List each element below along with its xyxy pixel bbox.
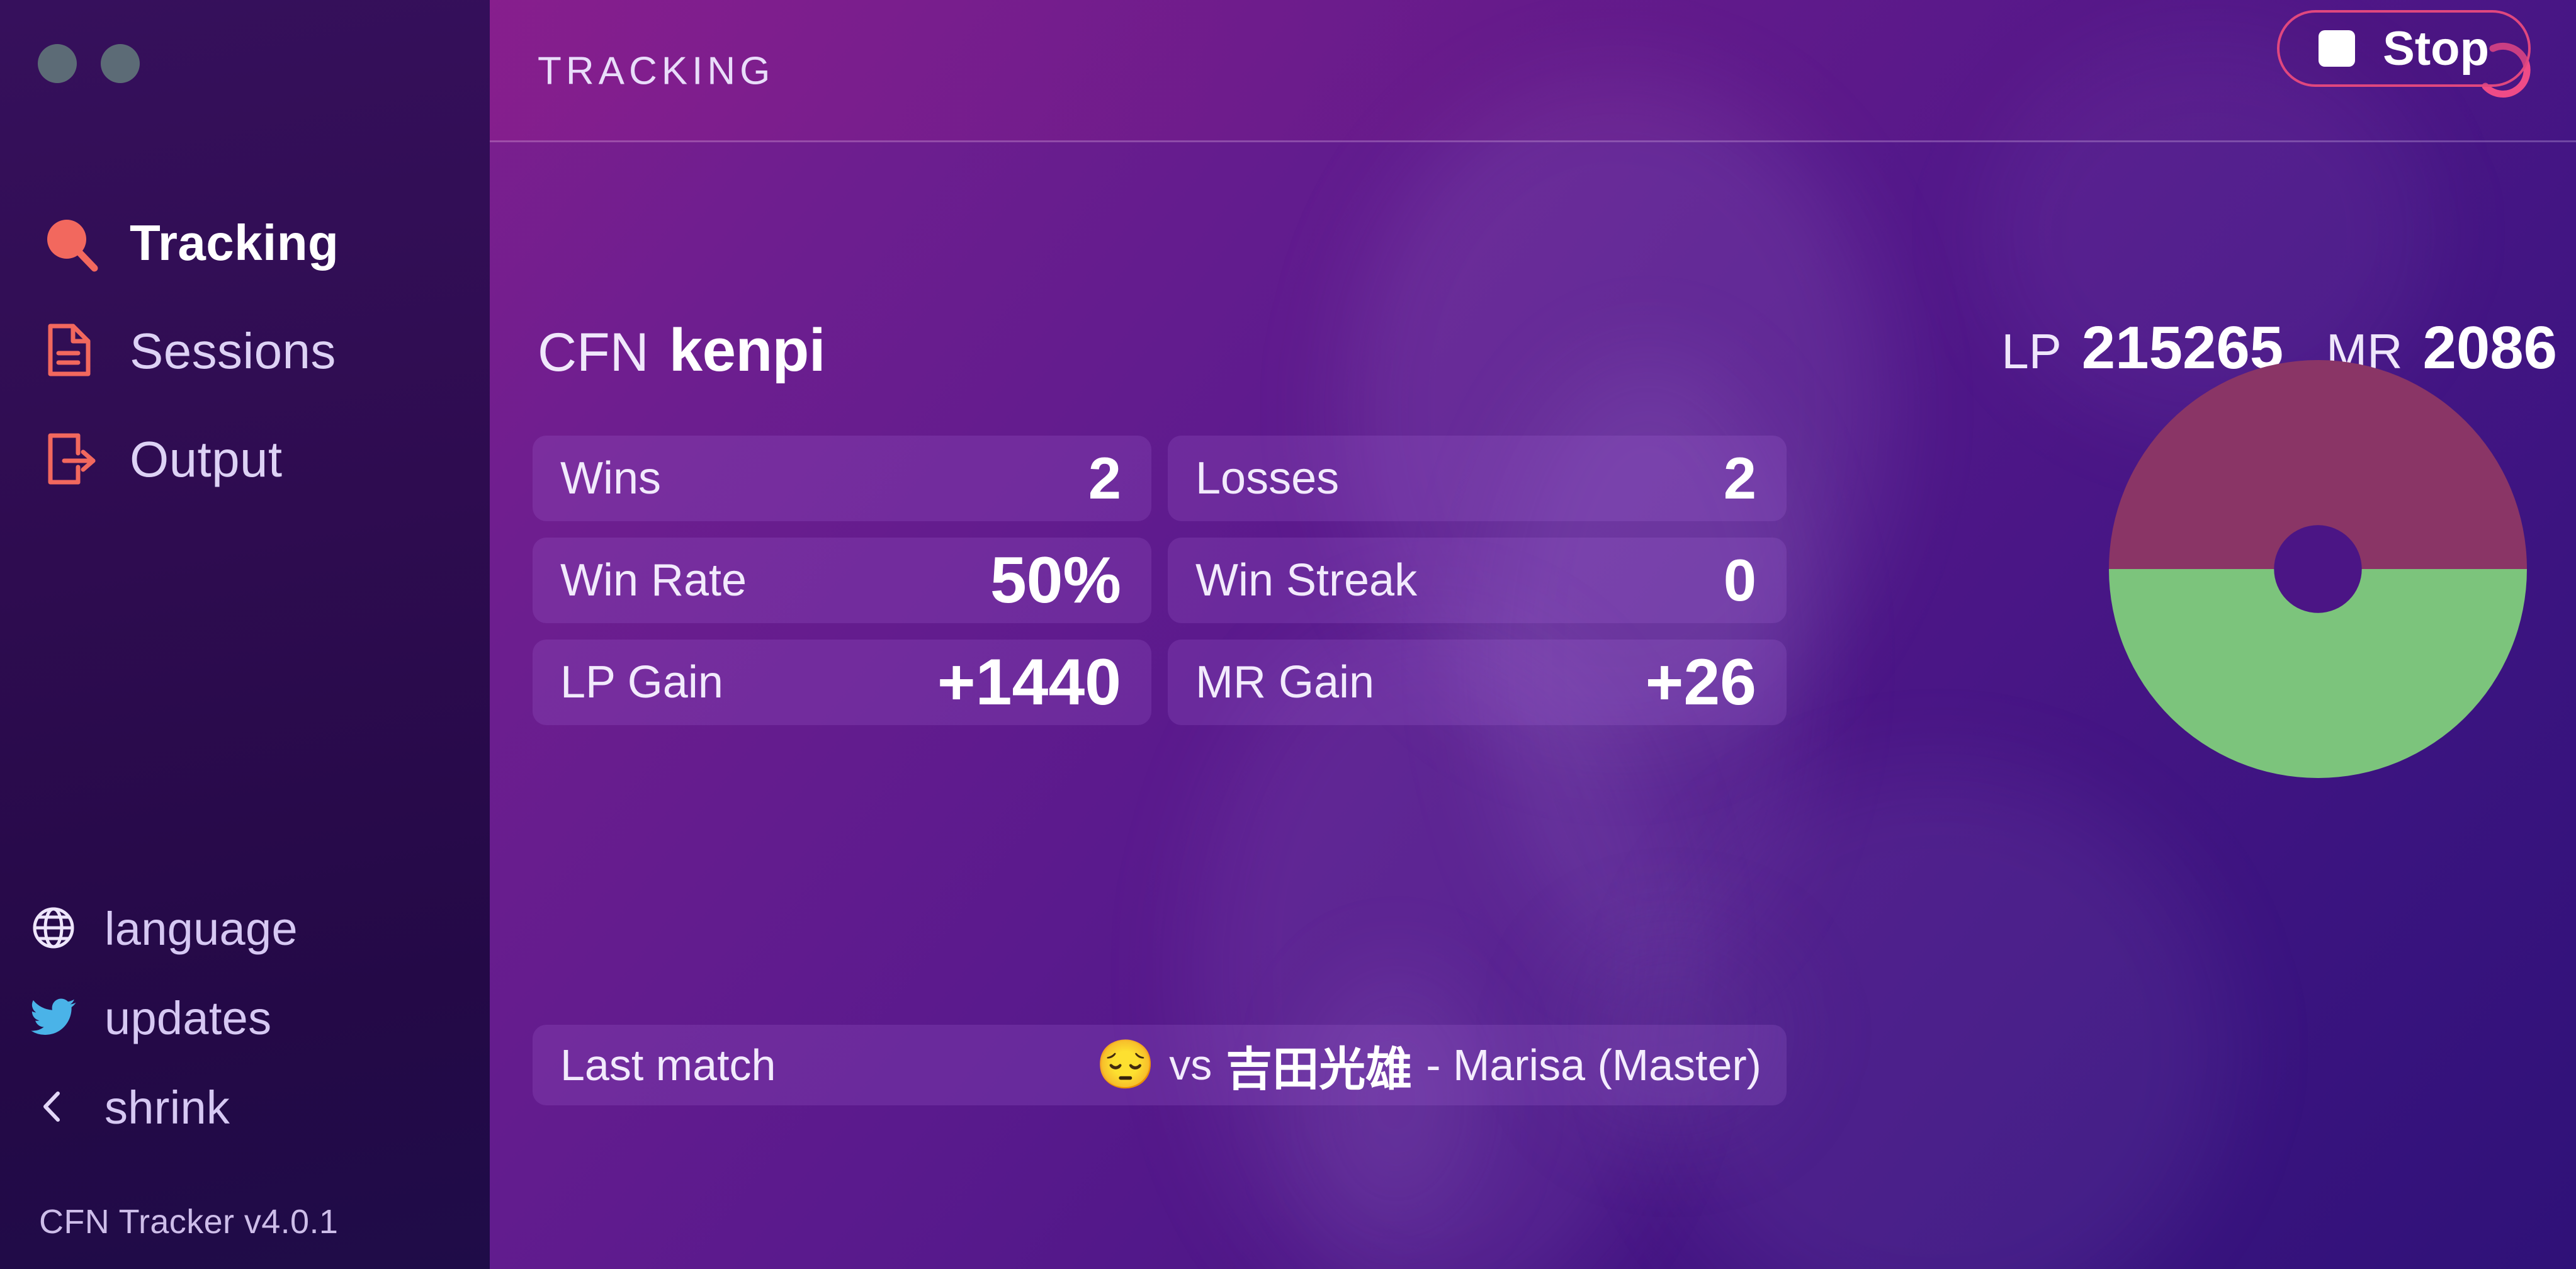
cfn-name: kenpi [669,317,826,384]
stat-value: +26 [1645,645,1756,719]
mr-value: 2086 [2422,314,2557,381]
stat-value: 2 [1088,445,1121,511]
sidebar-item-language[interactable]: language [0,884,490,973]
export-icon [39,428,102,491]
app-version: CFN Tracker v4.0.1 [39,1203,339,1241]
sidebar-item-label: shrink [105,1081,230,1134]
opponent-name: 吉田光雄 [1226,1042,1413,1095]
donut-slice-wins [2109,569,2527,778]
cfn-label: CFN [538,322,649,383]
stat-card-mr-gain: MR Gain +26 [1168,640,1787,725]
stat-label: Win Streak [1195,555,1418,606]
stat-label: Wins [560,453,661,504]
window-controls [38,44,140,83]
chevron-left-icon [29,1082,79,1132]
sidebar-item-updates[interactable]: updates [0,973,490,1063]
stop-button[interactable]: Stop [2277,10,2531,87]
stat-label: MR Gain [1195,657,1375,708]
last-match-label: Last match [560,1041,776,1090]
donut-center-hole [2274,525,2362,613]
sidebar-item-label: Tracking [130,215,339,271]
sidebar-item-tracking[interactable]: Tracking [0,189,490,297]
stat-label: Losses [1195,453,1340,504]
stat-card-win-rate: Win Rate 50% [533,538,1151,623]
stop-square-icon [2319,30,2356,67]
sidebar-item-label: updates [105,991,272,1044]
stat-card-win-streak: Win Streak 0 [1168,538,1787,623]
last-match-row: Last match 😔 vs 吉田光雄 - Marisa (Master) [533,1025,1787,1105]
header-bar: TRACKING [490,0,2576,142]
magnifier-icon [39,212,102,274]
rank-summary: LP 215265 MR 2086 [2001,313,2557,383]
win-loss-donut-chart [2109,360,2527,778]
stat-value: 2 [1723,445,1756,511]
lp-label: LP [2001,324,2062,379]
secondary-navigation: language updates shrink [0,884,490,1152]
donut-svg [2109,360,2527,778]
stat-card-wins: Wins 2 [533,436,1151,521]
versus-label: vs [1169,1041,1212,1089]
globe-icon [29,903,79,954]
minimize-dot-icon[interactable] [38,44,77,83]
lp-value: 215265 [2081,314,2284,381]
stat-value: +1440 [937,645,1121,719]
stat-value: 50% [990,543,1121,617]
sidebar-item-sessions[interactable]: Sessions [0,297,490,405]
donut-slice-losses [2109,360,2527,569]
sidebar-item-output[interactable]: Output [0,405,490,514]
sidebar-item-shrink[interactable]: shrink [0,1063,490,1152]
stat-card-lp-gain: LP Gain +1440 [533,640,1151,725]
sidebar-item-label: Output [130,431,283,487]
cfn-identity: CFN kenpi [538,316,825,385]
primary-navigation: Tracking Sessions [0,189,490,514]
twitter-icon [29,993,79,1043]
match-result-emoji-icon: 😔 [1095,1038,1156,1091]
stat-card-grid: Wins 2 Losses 2 Win Rate 50% Win Streak … [533,436,1787,725]
sidebar: Tracking Sessions [0,0,490,1269]
stat-label: Win Rate [560,555,747,606]
stop-button-label: Stop [2383,21,2489,76]
maximize-dot-icon[interactable] [101,44,140,83]
header-divider [490,140,2576,142]
page-title: TRACKING [538,49,775,93]
last-match-detail: 😔 vs 吉田光雄 - Marisa (Master) [1096,1032,1761,1099]
sidebar-item-label: Sessions [130,323,336,379]
main-panel: TRACKING CFN kenpi LP 215265 [490,0,2576,1269]
lp-group: LP 215265 [2001,313,2283,383]
stat-card-losses: Losses 2 [1168,436,1787,521]
document-icon [39,320,102,383]
stat-label: LP Gain [560,657,723,708]
sidebar-item-label: language [105,902,298,955]
opponent-character: - Marisa (Master) [1426,1041,1761,1090]
stat-value: 0 [1723,547,1756,613]
